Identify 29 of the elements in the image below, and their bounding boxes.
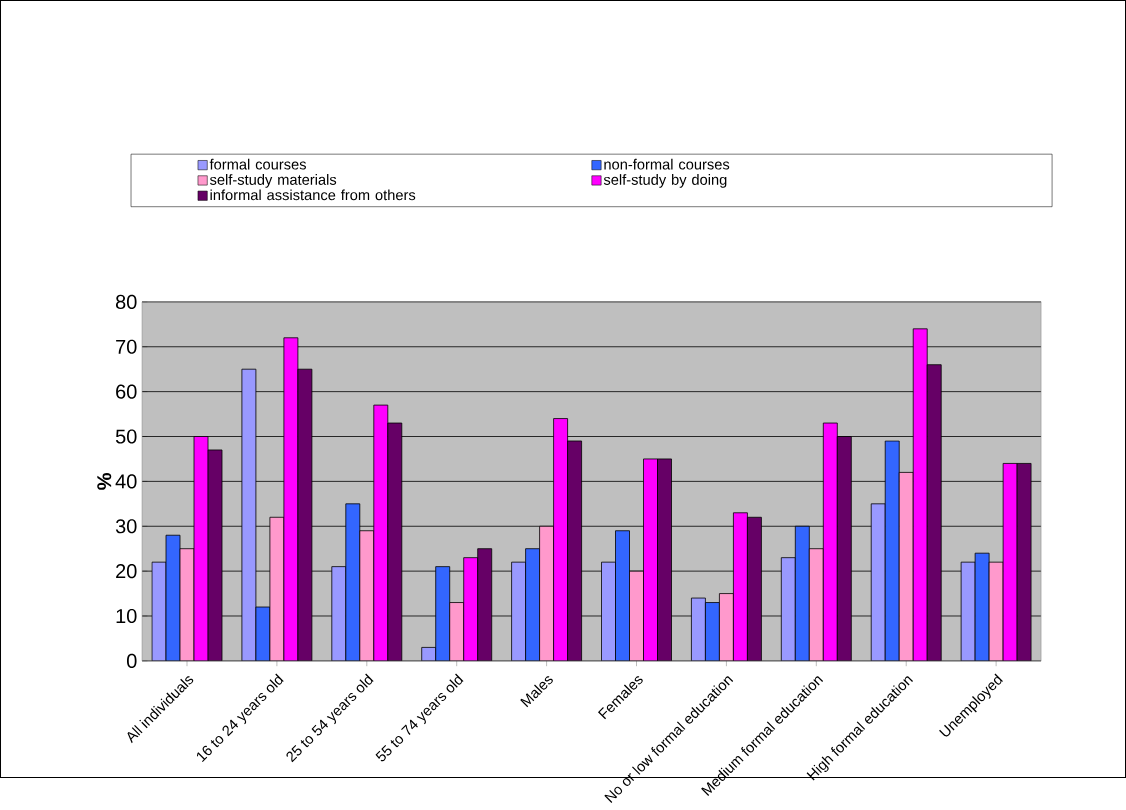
bar [615, 530, 630, 661]
y-tick-label: 60 [116, 384, 137, 399]
bar [733, 512, 748, 661]
legend-label: informal assistance from others [210, 189, 416, 201]
legend-label: formal courses [209, 158, 306, 170]
y-axis-title: % [97, 472, 112, 490]
y-tick-label: 50 [115, 429, 137, 444]
bar [525, 548, 541, 661]
y-tick-label: 0 [126, 653, 137, 668]
bar [463, 557, 479, 661]
bar [643, 458, 658, 661]
bar [345, 503, 361, 661]
bar [822, 422, 838, 661]
bar [794, 525, 810, 661]
bar [705, 602, 720, 661]
y-tick-label: 30 [115, 519, 137, 534]
y-tick-label: 80 [115, 294, 137, 309]
bar [373, 404, 389, 661]
legend-label: self-study by doing [603, 174, 727, 188]
y-tick-label: 40 [115, 474, 137, 489]
legend-label: non-formal courses [604, 158, 730, 170]
y-tick-label: 70 [116, 339, 137, 354]
bar [884, 440, 900, 661]
y-tick-label: 20 [116, 563, 137, 579]
bar [553, 418, 569, 661]
y-tick-label: 10 [116, 608, 137, 624]
bar [912, 328, 928, 661]
legend-label: self-study materials [209, 174, 337, 188]
bar [435, 566, 451, 661]
